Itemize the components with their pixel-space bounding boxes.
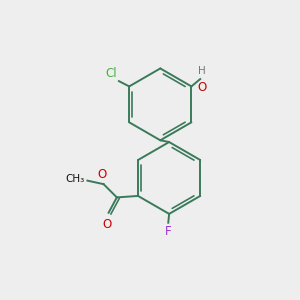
Text: Cl: Cl xyxy=(106,67,117,80)
Text: O: O xyxy=(197,80,206,94)
Text: O: O xyxy=(98,168,107,181)
Text: CH₃: CH₃ xyxy=(66,174,85,184)
Text: F: F xyxy=(165,225,172,238)
Text: H: H xyxy=(198,65,206,76)
Text: O: O xyxy=(103,218,112,231)
